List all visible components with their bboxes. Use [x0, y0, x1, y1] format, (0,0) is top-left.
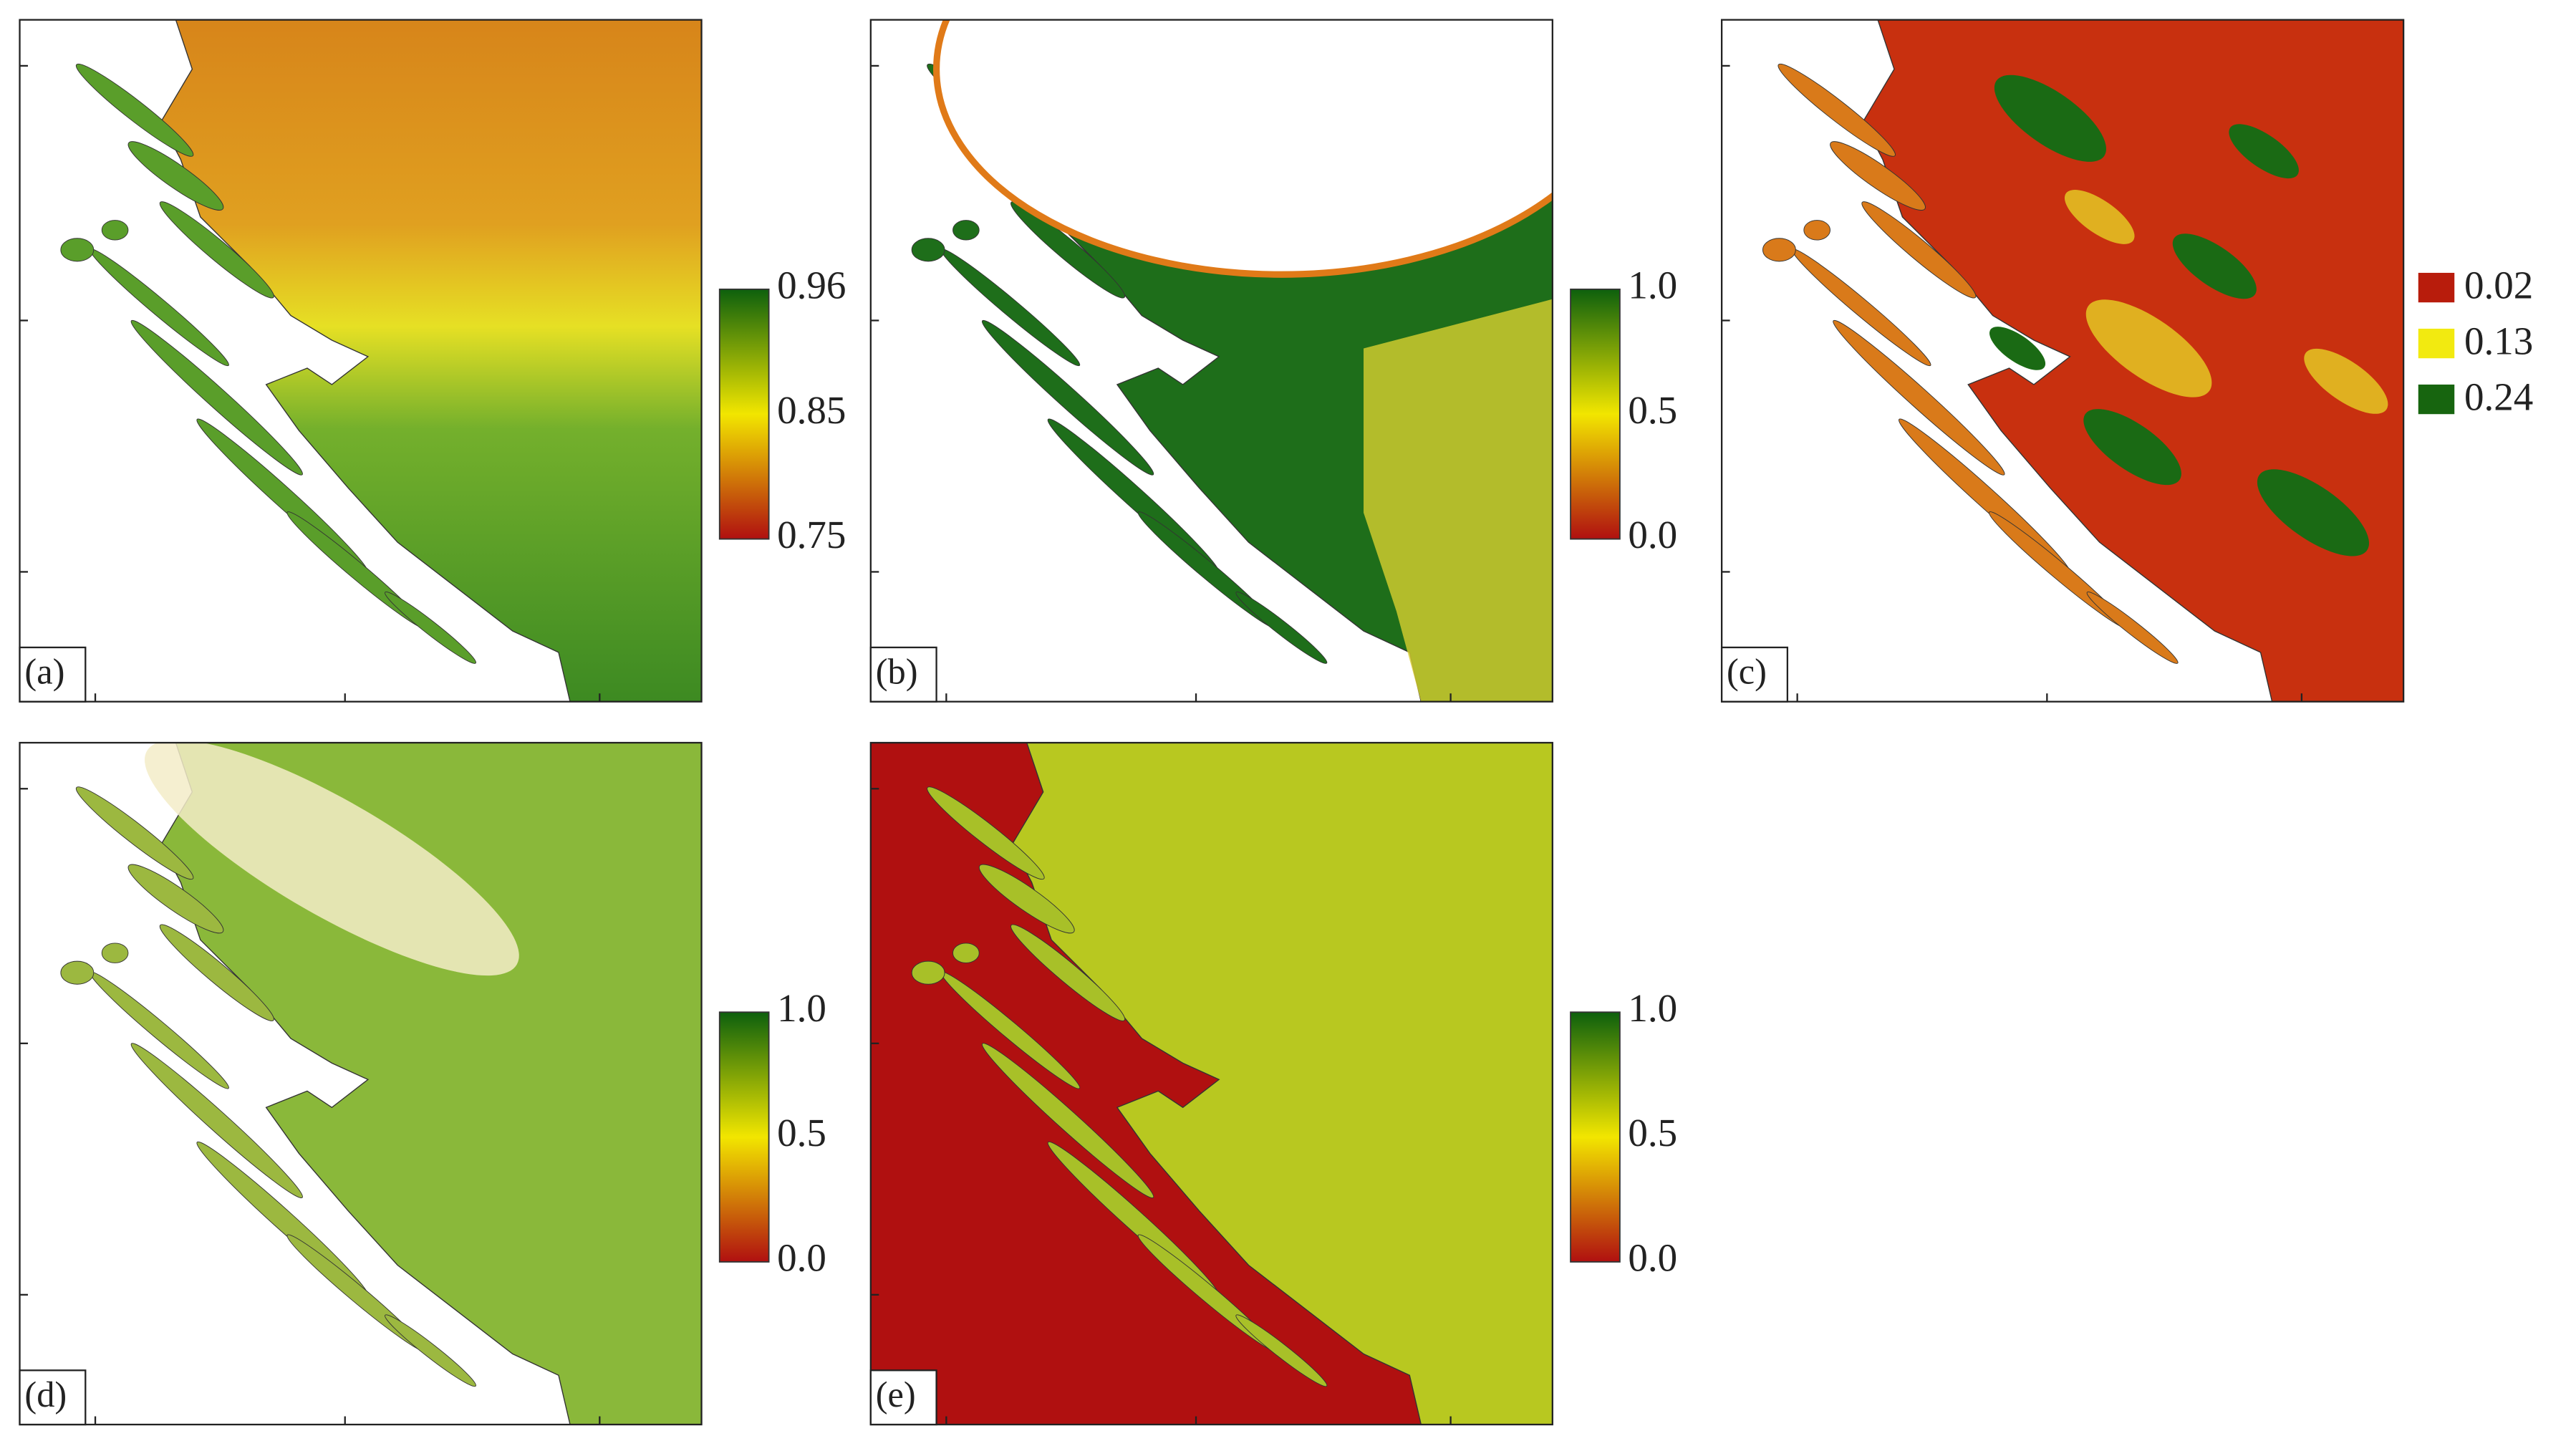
map-frame — [869, 741, 1553, 1426]
colorbar-label: 0.75 — [777, 513, 846, 556]
colorbar — [1570, 1011, 1621, 1263]
map-frame — [869, 19, 1553, 703]
colorbar-label: 1.0 — [777, 986, 826, 1030]
legend-label: 0.02 — [2464, 264, 2533, 307]
legend-label: 0.24 — [2464, 375, 2533, 419]
colorbar-label: 0.5 — [777, 1111, 826, 1155]
panel-label-box — [19, 1369, 87, 1426]
panel-label-box — [869, 1369, 937, 1426]
map — [1722, 19, 2404, 702]
panel-label: (a) — [24, 652, 64, 692]
colorbar-label: 0.5 — [1628, 1111, 1677, 1155]
map — [19, 743, 702, 1425]
colorbar-label: 1.0 — [1628, 264, 1677, 307]
panel-label: (e) — [876, 1374, 916, 1414]
panel-label: (b) — [876, 652, 918, 692]
green-patch — [1989, 327, 2046, 370]
map-panel: (c) — [1720, 19, 2405, 703]
pale-zone — [145, 743, 519, 976]
yellow-patch — [2064, 190, 2135, 244]
map-frame — [19, 741, 703, 1426]
colorbar-label: 0.96 — [777, 264, 846, 307]
colorbar — [1570, 288, 1621, 540]
map-panel: (e) — [869, 741, 1553, 1426]
colorbar-label: 0.0 — [777, 1236, 826, 1280]
map — [19, 19, 702, 702]
panel-label-box — [19, 646, 87, 703]
green-patch — [2257, 469, 2370, 556]
colorbar-label: 0.0 — [1628, 513, 1677, 556]
green-patch — [2172, 233, 2257, 299]
colorbar-label: 0.85 — [777, 388, 846, 432]
low-value-zone — [1364, 299, 1553, 702]
map-panel: (d) — [19, 741, 703, 1426]
colorbar-label: 0.5 — [1628, 388, 1677, 432]
panel-label-box — [869, 646, 937, 703]
colorbar — [718, 288, 770, 540]
legend-swatch — [2418, 272, 2455, 303]
map-frame — [19, 19, 703, 703]
colorbar-label: 1.0 — [1628, 986, 1677, 1030]
green-patch — [1994, 74, 2106, 162]
yellow-patch — [2085, 299, 2212, 397]
map-frame — [1720, 19, 2405, 703]
non-land-area — [933, 19, 1553, 278]
panel-label-box — [1720, 646, 1789, 703]
map — [870, 19, 1553, 702]
map — [870, 743, 1553, 1425]
colorbar-label: 0.0 — [1628, 1236, 1677, 1280]
yellow-patch — [2304, 348, 2388, 414]
panel-label: (d) — [24, 1374, 67, 1414]
green-patch — [2229, 124, 2299, 179]
legend-swatch — [2418, 328, 2455, 359]
panel-label: (c) — [1727, 652, 1767, 692]
colorbar — [718, 1011, 770, 1263]
legend-swatch — [2418, 384, 2455, 415]
map-panel: (b) — [869, 19, 1553, 703]
legend-label: 0.13 — [2464, 319, 2533, 363]
green-patch — [2083, 409, 2181, 486]
map-panel: (a) — [19, 19, 703, 703]
